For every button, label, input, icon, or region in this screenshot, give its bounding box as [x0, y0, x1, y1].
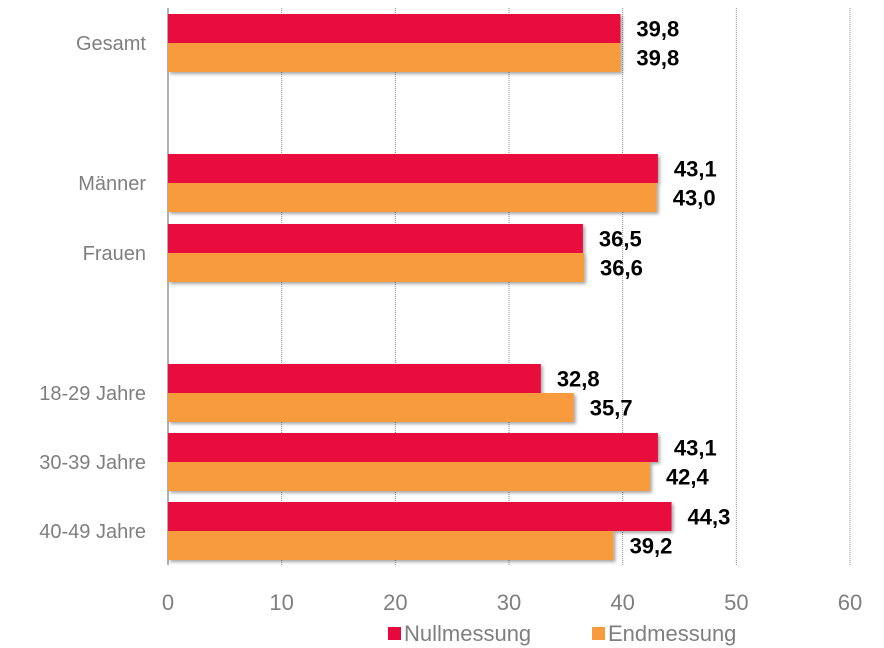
x-tick-label: 10 [269, 590, 293, 615]
x-tick-label: 20 [383, 590, 407, 615]
legend-label: Nullmessung [404, 621, 531, 646]
bar-nullmessung [168, 154, 658, 183]
data-label: 43,1 [674, 436, 717, 461]
category-label: 18-29 Jahre [39, 383, 146, 405]
data-label: 42,4 [666, 465, 710, 490]
data-label: 39,2 [630, 534, 673, 559]
category-label: 40-49 Jahre [39, 521, 146, 543]
bar-nullmessung [168, 364, 541, 393]
bar-nullmessung [168, 224, 583, 253]
bar-endmessung [168, 462, 650, 491]
category-label: Gesamt [76, 33, 146, 55]
x-tick-label: 50 [724, 590, 748, 615]
bar-endmessung [168, 43, 621, 72]
category-label: Männer [78, 173, 146, 195]
legend-swatch [388, 627, 401, 640]
bar-nullmessung [168, 433, 658, 462]
x-tick-label: 60 [838, 590, 862, 615]
bar-nullmessung [168, 502, 672, 531]
data-label: 44,3 [688, 505, 731, 530]
data-label: 43,1 [674, 157, 717, 182]
legend-label: Endmessung [608, 621, 736, 646]
legend: Nullmessung Endmessung [388, 621, 736, 646]
data-labels: 39,8 39,8 43,1 43,0 36,5 36,6 32,8 35,7 43,1 42,4… [557, 17, 731, 559]
bars [168, 14, 672, 560]
data-label: 32,8 [557, 367, 600, 392]
x-tick-label: 30 [497, 590, 521, 615]
data-label: 39,8 [636, 17, 679, 42]
data-label: 36,6 [600, 256, 643, 281]
category-label: Frauen [83, 243, 146, 265]
legend-swatch [592, 627, 605, 640]
bar-nullmessung [168, 14, 621, 43]
x-tick-label: 0 [162, 590, 174, 615]
bar-endmessung [168, 531, 614, 560]
data-label: 39,8 [636, 46, 679, 71]
data-label: 35,7 [590, 396, 633, 421]
data-label: 43,0 [673, 186, 716, 211]
category-label: 30-39 Jahre [39, 452, 146, 474]
bar-endmessung [168, 253, 585, 282]
category-labels: Gesamt Männer Frauen 18-29 Jahre 30-39 Jahre… [39, 33, 146, 543]
data-label: 36,5 [599, 227, 642, 252]
x-tick-label: 40 [610, 590, 634, 615]
bar-endmessung [168, 393, 574, 422]
x-axis-tick-labels: 0 10 20 30 40 50 60 [162, 590, 862, 615]
bar-endmessung [168, 183, 657, 212]
